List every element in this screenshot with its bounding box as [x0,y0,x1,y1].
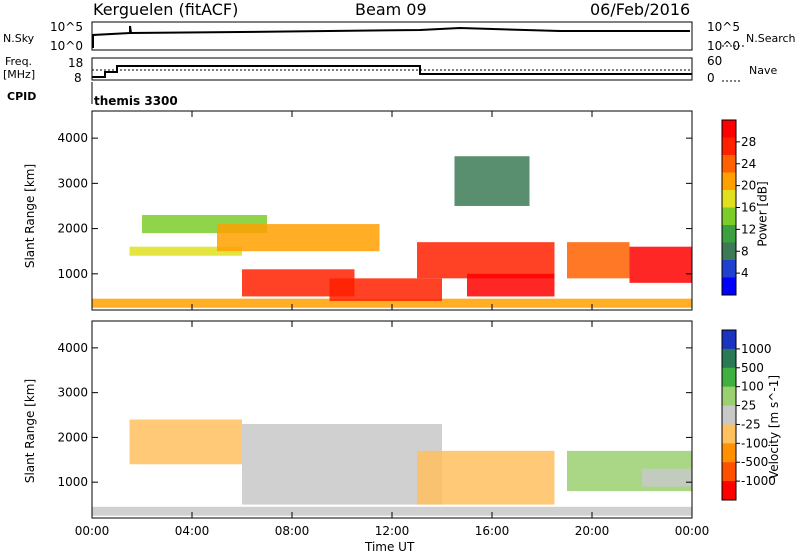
freq-label-line2: [MHz] [3,68,36,81]
power-colorbar-swatch-6 [722,225,736,243]
velocity-ytick-label-1: 3000 [57,386,88,400]
velocity-colorbar-tick-label-7: -1000 [741,474,776,488]
velocity-colorbar-tick-label-4: -25 [741,417,761,431]
power-colorbar-swatch-8 [722,260,736,278]
freq-label-line1: Freq. [5,55,33,68]
power-colorbar-swatch-4 [722,190,736,208]
power-colorbar-tick-label-4: 12 [741,222,756,236]
velocity-colorbar-swatch-7 [722,462,736,482]
velocity-colorbar-swatch-0 [722,330,736,350]
x-tick-label-6: 00:00 [675,524,710,538]
power-feature-7 [467,273,555,297]
velocity-colorbar-swatch-1 [722,348,736,369]
power-feature-8 [567,242,630,279]
freq-tick-high: 18 [68,56,84,70]
velocity-colorbar-tick-label-1: 500 [741,361,764,375]
nsky-panel-frame [91,21,693,51]
velocity-colorbar-tick-label-0: 1000 [741,342,772,356]
velocity-feature-3 [417,450,555,505]
velocity-colorbar-frame [721,329,737,501]
power-colorbar-tick-label-0: 28 [741,135,756,149]
velocity-feature-5 [642,468,692,487]
velocity-feature-2 [242,423,442,505]
power-colorbar-tick-label-2: 20 [741,179,756,193]
velocity-ytick-label-2: 2000 [57,430,88,444]
power-feature-0 [92,298,692,308]
velocity-colorbar-tick-label-2: 100 [741,380,764,394]
freq-trace [92,65,692,78]
nave-tick-low: 0 [707,71,715,85]
date-label: 06/Feb/2016 [590,0,691,19]
cpid-panel-frame [92,82,692,104]
power-colorbar-swatch-0 [722,120,736,138]
station-title: Kerguelen (fitACF) [93,0,239,19]
freq-panel-frame [91,57,693,81]
nave-label: Nave [749,64,778,77]
power-feature-10 [454,156,530,206]
time-axis: 00:00 04:00 08:00 12:00 16:00 20:00 00:00 [75,524,710,538]
velocity-colorbar-swatch-6 [722,443,736,463]
power-feature-6 [417,242,555,279]
nsearch-label: N.Search [746,32,796,45]
power-colorbar-tick-label-1: 24 [741,157,756,171]
velocity-colorbar-swatch-5 [722,424,736,444]
power-feature-9 [629,246,692,283]
power-ytick-label-3: 1000 [57,267,88,281]
cpid-label: CPID [7,90,37,103]
nave-tick-high: 60 [707,54,723,68]
velocity-panel-axes: 4000 3000 2000 1000 [57,321,693,518]
velocity-heatmap-marks [92,419,692,516]
power-feature-5 [329,278,442,301]
cpid-value: themis 3300 [94,94,178,108]
power-feature-1 [129,246,242,256]
power-colorbar-swatch-1 [722,137,736,156]
power-ytick-label-1: 3000 [57,176,88,190]
x-tick-label-4: 16:00 [475,524,510,538]
velocity-feature-0 [92,506,692,516]
velocity-colorbar-swatch-4 [722,405,736,425]
x-tick-label-0: 00:00 [75,524,110,538]
nsky-tick-high: 10^5 [50,20,83,34]
power-ytick-label-2: 2000 [57,222,88,236]
freq-tick-low: 8 [74,71,82,85]
velocity-colorbar-swatch-8 [722,481,736,501]
nsky-tick-low: 10^0 [50,39,83,53]
velocity-colorbar-tick-label-5: -100 [741,436,768,450]
velocity-colorbar-swatch-2 [722,367,736,388]
velocity-ytick-label-0: 4000 [57,341,88,355]
power-feature-3 [217,224,380,252]
velocity-colorbar-tick-label-3: 25 [741,399,756,413]
velocity-colorbar-tick-label-6: -500 [741,455,768,469]
velocity-feature-1 [129,419,242,465]
power-heatmap-marks [92,156,692,308]
power-colorbar-swatch-5 [722,207,736,226]
nsky-label: N.Sky [3,32,35,45]
x-axis-label: Time UT [365,540,415,554]
nsearch-tick-high: 10^5 [707,20,740,34]
power-colorbar-swatch-2 [722,155,736,173]
power-ytick-label-0: 4000 [57,131,88,145]
power-colorbar-tick-label-6: 4 [741,266,749,280]
x-tick-label-1: 04:00 [175,524,210,538]
power-colorbar: 28 24 20 16 12 8 4 [721,119,756,296]
power-panel-axes: 4000 3000 2000 1000 [57,111,693,310]
nsky-trace [92,25,690,48]
power-colorbar-swatch-7 [722,242,736,261]
power-colorbar-swatch-3 [722,172,736,191]
velocity-ytick-label-3: 1000 [57,475,88,489]
power-colorbar-tick-label-5: 8 [741,244,749,258]
x-tick-label-3: 12:00 [375,524,410,538]
beam-label: Beam 09 [355,0,427,19]
power-colorbar-tick-label-3: 16 [741,201,756,215]
x-tick-label-5: 20:00 [575,524,610,538]
velocity-colorbar-swatch-3 [722,386,736,407]
velocity-colorbar: 1000 500 100 25 -25 -100 -500 -1000 [721,329,776,501]
power-colorbar-swatch-9 [722,277,736,296]
x-tick-label-2: 08:00 [275,524,310,538]
